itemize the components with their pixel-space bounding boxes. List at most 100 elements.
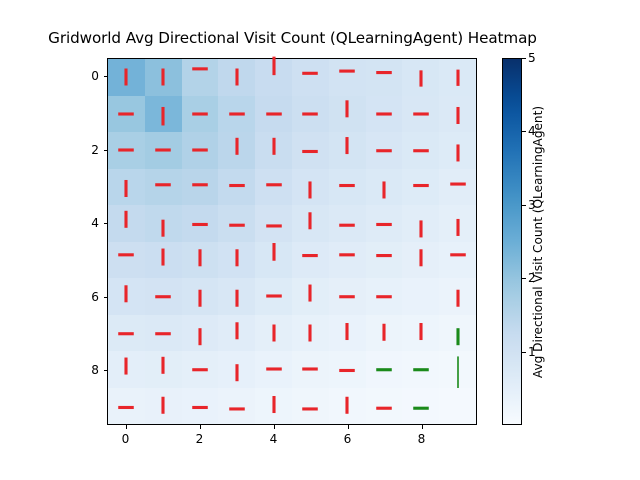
direction-arrow-icon xyxy=(261,219,287,233)
direction-arrow-icon xyxy=(119,205,133,234)
heatmap-cell xyxy=(291,241,329,278)
direction-arrow-icon xyxy=(230,243,244,272)
direction-arrow-icon xyxy=(303,207,317,236)
direction-arrow-icon xyxy=(334,64,360,78)
direction-arrow-icon xyxy=(303,318,317,347)
heatmap-cell xyxy=(402,387,440,424)
heatmap-cell xyxy=(108,351,145,388)
heatmap-cell xyxy=(365,351,403,388)
direction-arrow-icon xyxy=(261,289,287,303)
heatmap-cell xyxy=(218,278,256,315)
direction-arrow-icon xyxy=(187,143,213,157)
direction-arrow-icon xyxy=(150,143,176,157)
heatmap-cell xyxy=(108,241,145,278)
heatmap-cell xyxy=(365,168,403,205)
direction-arrow-icon xyxy=(156,242,170,271)
heatmap-cell xyxy=(365,205,403,242)
colorbar-tick-mark xyxy=(522,278,526,280)
direction-arrow-icon xyxy=(371,66,397,80)
colorbar-tick-label: 2 xyxy=(528,271,536,286)
heatmap-cell xyxy=(144,205,182,242)
heatmap-cell xyxy=(439,314,476,351)
heatmap-cell xyxy=(218,168,256,205)
direction-arrow-icon xyxy=(408,178,434,192)
heatmap-cell xyxy=(108,132,145,169)
y-tick-label: 2 xyxy=(91,142,99,157)
heatmap-cell xyxy=(255,314,292,351)
heatmap-cell xyxy=(291,205,329,242)
direction-arrow-icon xyxy=(451,322,465,351)
colorbar-tick-mark xyxy=(522,131,526,133)
heatmap-cell xyxy=(439,205,476,242)
heatmap-axes[interactable] xyxy=(107,56,477,425)
direction-arrow-icon xyxy=(187,218,213,232)
heatmap-cell xyxy=(328,387,366,424)
y-tick-mark xyxy=(103,223,107,225)
direction-arrow-icon xyxy=(451,101,465,130)
colorbar-tick-label: 5 xyxy=(528,51,536,65)
direction-arrow-icon xyxy=(230,63,244,92)
direction-arrow-icon xyxy=(334,364,360,378)
direction-arrow-icon xyxy=(224,402,250,416)
heatmap-cell xyxy=(144,59,182,96)
x-tick-label: 0 xyxy=(121,432,130,446)
heatmap-cell xyxy=(108,278,145,315)
direction-arrow-icon xyxy=(445,177,471,191)
direction-arrow-icon xyxy=(408,107,434,121)
direction-arrow-icon xyxy=(414,65,428,93)
heatmap-cell xyxy=(291,59,329,96)
heatmap-cell xyxy=(144,95,182,132)
y-tick-label: 8 xyxy=(91,362,99,377)
direction-arrow-icon xyxy=(298,107,324,121)
heatmap-cell xyxy=(402,314,440,351)
x-tick-label: 6 xyxy=(343,432,352,446)
heatmap-cell xyxy=(255,56,292,96)
heatmap-cell xyxy=(328,314,366,351)
heatmap-cell xyxy=(181,241,219,278)
direction-arrow-icon xyxy=(224,218,250,232)
direction-arrow-icon xyxy=(414,243,428,272)
direction-arrow-icon xyxy=(193,322,207,351)
heatmap-cell xyxy=(291,95,329,132)
x-tick-mark xyxy=(421,425,423,429)
heatmap-cell xyxy=(218,314,256,351)
direction-arrow-icon xyxy=(408,401,434,415)
heatmap-cell xyxy=(365,59,403,96)
heatmap-cell xyxy=(291,387,329,424)
heatmap-cell xyxy=(402,351,440,388)
heatmap-cell xyxy=(218,351,256,388)
heatmap-cell xyxy=(291,168,329,205)
direction-arrow-icon xyxy=(261,362,287,376)
heatmap-cell xyxy=(218,387,256,424)
heatmap-cell xyxy=(255,387,292,424)
colorbar[interactable] xyxy=(502,58,522,425)
direction-arrow-icon xyxy=(340,391,354,420)
direction-arrow-icon xyxy=(451,284,465,313)
heatmap-cell xyxy=(108,205,145,242)
direction-arrow-icon xyxy=(261,107,287,121)
direction-arrow-icon xyxy=(114,248,140,262)
heatmap-cell xyxy=(439,387,476,424)
y-tick-label: 0 xyxy=(91,69,99,84)
heatmap-cell xyxy=(218,95,256,132)
heatmap-cell xyxy=(255,351,292,388)
direction-arrow-icon xyxy=(150,326,176,340)
heatmap-cell xyxy=(291,278,329,315)
direction-arrow-icon xyxy=(451,139,465,168)
direction-arrow-icon xyxy=(371,290,397,304)
direction-arrow-icon xyxy=(340,94,354,123)
y-tick-mark xyxy=(103,369,107,371)
direction-arrow-icon xyxy=(224,107,250,121)
heatmap-cell xyxy=(144,168,182,205)
direction-arrow-icon xyxy=(267,132,281,161)
colorbar-gradient xyxy=(502,58,522,425)
heatmap-cell xyxy=(439,132,476,169)
direction-arrow-icon xyxy=(114,400,140,414)
direction-arrow-icon xyxy=(334,218,360,232)
heatmap-cell xyxy=(291,132,329,169)
direction-arrow-icon xyxy=(340,131,354,160)
direction-arrow-icon xyxy=(187,363,213,377)
x-tick-mark xyxy=(125,425,127,429)
colorbar-label: Avg Directional Visit Count (QLearningAg… xyxy=(529,58,547,425)
